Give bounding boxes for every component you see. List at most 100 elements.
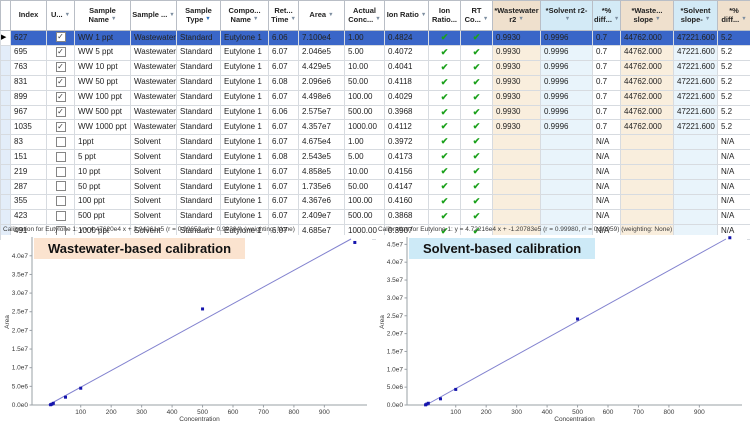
cell-sample-type[interactable]: Standard [176,44,221,61]
cell-component[interactable]: Eutylone 1 [220,208,269,225]
cell-rt[interactable]: 6.07 [268,119,299,136]
cell-ww-r2[interactable] [492,164,541,181]
cell-pct-diff-slope[interactable]: 5.2 [717,89,750,106]
row-selector-cell[interactable] [0,179,11,195]
column-header-sample_type[interactable]: Sample Type ▼ [176,0,221,31]
filter-icon[interactable]: ▼ [655,16,661,23]
rt-confidence-pass-cell[interactable]: ✔ [460,208,493,225]
use-checkbox-cell[interactable] [46,193,75,210]
cell-sample-name[interactable]: 10 ppt [74,164,131,181]
cell-ww-r2[interactable] [492,134,541,151]
column-header-rt[interactable]: Ret... Time ▼ [268,0,299,31]
checkbox-checked-icon[interactable]: ✓ [55,62,66,73]
cell-component[interactable]: Eutylone 1 [220,179,269,195]
data-point[interactable] [51,401,55,405]
cell-sample-group[interactable]: Solvent [130,208,177,225]
cell-ww-slope[interactable]: 44762.000 [620,119,674,136]
data-point[interactable] [50,402,54,406]
row-selector-cell[interactable] [0,74,11,91]
use-checkbox-cell[interactable]: ✓ [46,59,75,76]
cell-sample-type[interactable]: Standard [176,193,221,210]
checkbox-unchecked-icon[interactable] [55,136,66,147]
ion-ratio-pass-cell[interactable]: ✔ [428,179,461,195]
wastewater-calibration-plot[interactable]: 100 200 300 400 500 600 700 800 900 0.0e0 5.0e6 1.0… [1,235,372,424]
rt-confidence-pass-cell[interactable]: ✔ [460,74,493,91]
cell-sample-type[interactable]: Standard [176,59,221,76]
cell-sample-type[interactable]: Standard [176,164,221,181]
cell-index[interactable]: 83 [10,134,47,151]
use-checkbox-cell[interactable] [46,134,75,151]
cell-ion-ratio[interactable]: 0.3972 [384,134,429,151]
cell-rt[interactable]: 6.07 [268,208,299,225]
use-checkbox-cell[interactable] [46,164,75,181]
filter-icon[interactable]: ▼ [252,16,259,23]
cell-component[interactable]: Eutylone 1 [220,193,269,210]
cell-pct-diff-slope[interactable]: 5.2 [717,59,750,76]
ion-ratio-pass-cell[interactable]: ✔ [428,59,461,76]
cell-sample-name[interactable]: WW 500 ppt [74,104,131,121]
cell-pct-diff-r2[interactable]: 0.7 [592,74,621,91]
table-row[interactable]: 899 ✓ WW 100 ppt Wastewater Standard Eutylone… [0,89,750,106]
cell-area[interactable]: 2.046e5 [298,44,345,61]
cell-ww-r2[interactable] [492,179,541,195]
cell-sol-r2[interactable]: 0.9996 [540,74,593,91]
cell-rt[interactable]: 6.07 [268,44,299,61]
cell-sample-type[interactable]: Standard [176,208,221,225]
cell-ion-ratio[interactable]: 0.4824 [384,30,429,46]
cell-component[interactable]: Eutylone 1 [220,59,269,76]
cell-area[interactable]: 4.367e6 [298,193,345,210]
cell-pct-diff-slope[interactable]: N/A [717,164,750,181]
row-selector-cell[interactable] [0,208,11,225]
cell-component[interactable]: Eutylone 1 [220,104,269,121]
cell-ion-ratio[interactable]: 0.4041 [384,59,429,76]
rt-confidence-pass-cell[interactable]: ✔ [460,89,493,106]
ion-ratio-pass-cell[interactable]: ✔ [428,193,461,210]
cell-rt[interactable]: 6.07 [268,59,299,76]
cell-rt[interactable]: 6.07 [268,164,299,181]
row-selector-cell[interactable] [0,89,11,106]
cell-sol-slope[interactable]: 47221.600 [673,44,718,61]
cell-conc[interactable]: 5.00 [344,44,385,61]
cell-sample-name[interactable]: WW 1 ppt [74,30,131,46]
cell-sample-type[interactable]: Standard [176,30,221,46]
cell-pct-diff-slope[interactable]: N/A [717,208,750,225]
rt-confidence-pass-cell[interactable]: ✔ [460,179,493,195]
cell-component[interactable]: Eutylone 1 [220,134,269,151]
use-checkbox-cell[interactable] [46,179,75,195]
column-header-sample_group[interactable]: Sample ... ▼ [130,0,177,31]
column-header-used[interactable]: U... ▼ [46,0,75,31]
cell-component[interactable]: Eutylone 1 [220,119,269,136]
cell-ww-slope[interactable] [620,164,674,181]
cell-ww-slope[interactable] [620,134,674,151]
cell-sample-group[interactable]: Wastewater [130,89,177,106]
checkbox-unchecked-icon[interactable] [55,166,66,177]
cell-area[interactable]: 4.498e6 [298,89,345,106]
cell-rt[interactable]: 6.06 [268,30,299,46]
cell-rt[interactable]: 6.08 [268,74,299,91]
cell-ww-slope[interactable]: 44762.000 [620,89,674,106]
table-row[interactable]: 219 10 ppt Solvent Standard Eutylone 1 6.07 4.… [0,164,750,181]
table-row[interactable]: 423 500 ppt Solvent Standard Eutylone 1 6.07 2… [0,208,750,225]
cell-sample-name[interactable]: WW 5 ppt [74,44,131,61]
ion-ratio-pass-cell[interactable]: ✔ [428,30,461,46]
rt-confidence-pass-cell[interactable]: ✔ [460,104,493,121]
cell-ww-r2[interactable] [492,208,541,225]
cell-pct-diff-r2[interactable]: 0.7 [592,30,621,46]
cell-pct-diff-r2[interactable]: 0.7 [592,89,621,106]
cell-ww-slope[interactable]: 44762.000 [620,30,674,46]
cell-pct-diff-r2[interactable]: N/A [592,208,621,225]
cell-conc[interactable]: 5.00 [344,149,385,166]
column-header-component[interactable]: Compo... Name ▼ [220,0,269,31]
cell-area[interactable]: 7.100e4 [298,30,345,46]
cell-index[interactable]: 1035 [10,119,47,136]
cell-sol-r2[interactable]: 0.9996 [540,59,593,76]
cell-sample-type[interactable]: Standard [176,134,221,151]
checkbox-unchecked-icon[interactable] [55,181,66,192]
cell-sol-r2[interactable] [540,149,593,166]
cell-ww-slope[interactable] [620,208,674,225]
checkbox-checked-icon[interactable]: ✓ [55,106,66,117]
table-row[interactable]: 83 1ppt Solvent Standard Eutylone 1 6.07 4.675… [0,134,750,151]
rt-confidence-pass-cell[interactable]: ✔ [460,193,493,210]
filter-icon[interactable]: ▼ [482,16,489,23]
cell-pct-diff-r2[interactable]: 0.7 [592,59,621,76]
